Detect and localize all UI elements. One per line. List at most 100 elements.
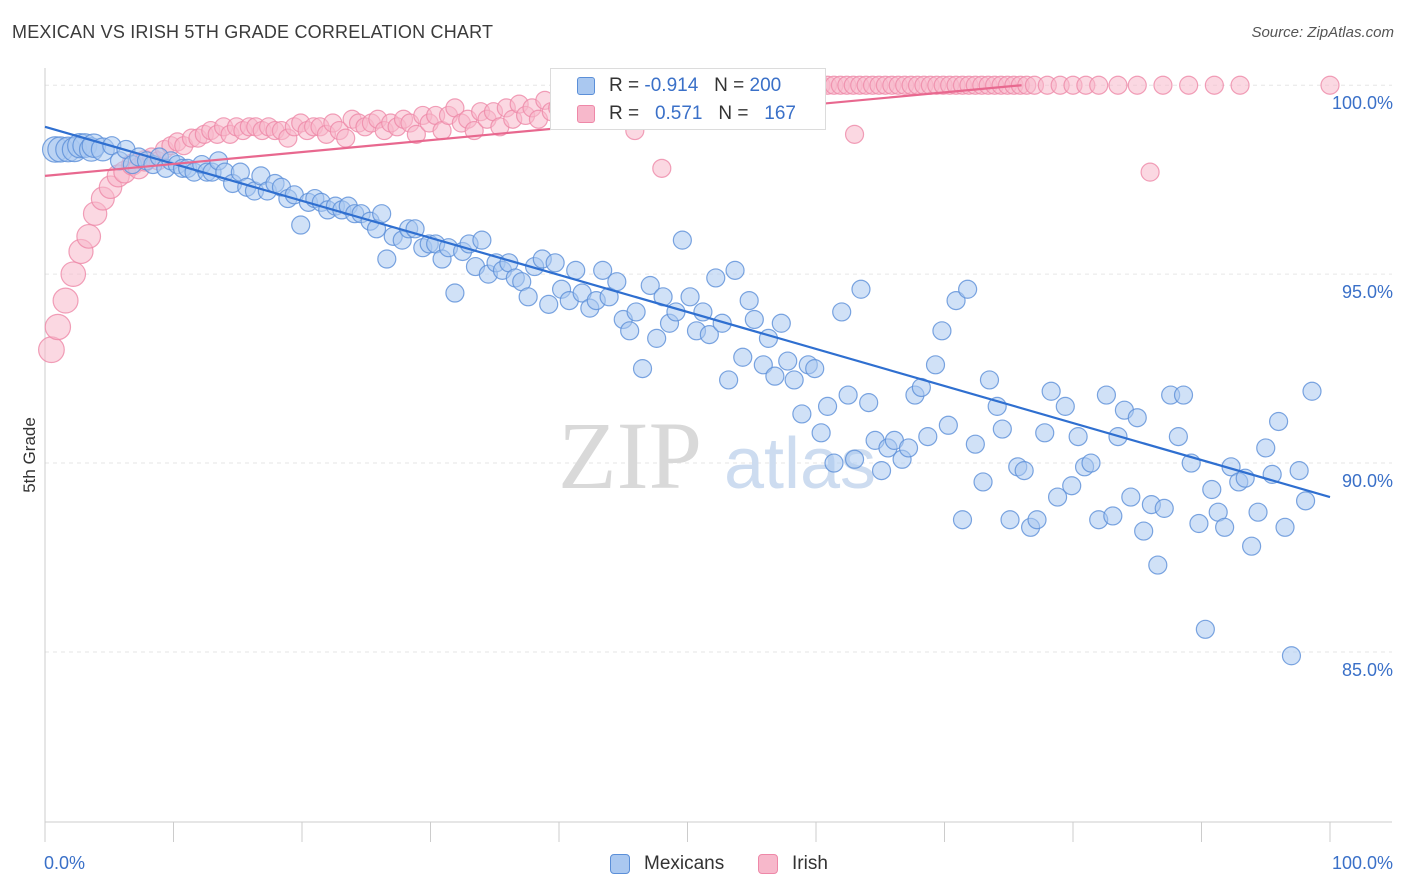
mexicans-point	[620, 321, 640, 341]
mexicans-point	[824, 453, 844, 473]
irish-point	[844, 124, 865, 144]
mexicans-point	[739, 290, 759, 311]
mexicans-point	[938, 415, 958, 435]
mexicans-point	[672, 230, 692, 250]
mexicans-point	[792, 404, 812, 424]
mexicans-point	[992, 419, 1012, 439]
mexicans-point	[640, 275, 660, 296]
mexicans-point	[566, 260, 586, 280]
mexicans-point	[1055, 396, 1075, 416]
mexicans-point	[1068, 427, 1088, 447]
axis-layer	[44, 68, 1392, 842]
chart-source: Source: ZipAtlas.com	[1251, 24, 1394, 41]
irish-point	[1108, 75, 1128, 95]
mexicans-point	[593, 260, 613, 280]
mexicans-point	[1000, 510, 1020, 530]
mexicans-point	[1148, 555, 1168, 575]
mexicans-point	[1256, 438, 1276, 458]
mexicans-point	[1081, 453, 1101, 473]
mexicans-point	[784, 370, 804, 390]
mexicans-point	[1134, 521, 1154, 541]
mexicans-point	[811, 423, 831, 443]
mexicans-point	[712, 313, 732, 333]
mexicans-point	[1248, 502, 1268, 522]
mexicans-point	[445, 283, 465, 303]
irish-point	[1179, 75, 1199, 95]
irish-point	[76, 223, 102, 249]
mexicans-point	[1268, 411, 1289, 432]
irish-point	[1140, 162, 1160, 182]
mexicans-point	[1121, 487, 1141, 507]
r-label: R =	[609, 103, 640, 124]
mexicans-point	[291, 215, 311, 235]
mexicans-trend-line	[44, 125, 1331, 499]
mexicans-point	[932, 321, 952, 341]
mexicans-legend-swatch	[610, 854, 630, 874]
mexicans-point	[838, 385, 858, 405]
mexicans-point	[405, 219, 425, 239]
irish-point	[37, 336, 65, 364]
irish-point	[52, 287, 79, 314]
y-tick-label: 100.0%	[1332, 93, 1393, 113]
mexicans-point	[946, 290, 966, 311]
irish-point	[652, 158, 672, 178]
mexicans-point	[626, 302, 646, 322]
mexicans-point	[706, 268, 726, 288]
r-value-mexicans: -0.914	[644, 75, 699, 96]
mexicans-point	[1275, 517, 1295, 537]
mexicans-point	[607, 272, 627, 292]
x-tick-label-max: 100.0%	[1332, 853, 1393, 873]
mexicans-point	[753, 355, 773, 375]
mexicans-point	[1302, 381, 1322, 401]
mexicans-point	[1189, 513, 1209, 534]
mexicans-point	[1103, 506, 1123, 526]
irish-point	[1204, 75, 1224, 95]
irish-point	[60, 261, 87, 287]
mexicans-point	[733, 347, 753, 367]
mexicans-point	[1096, 385, 1117, 405]
mexicans-point	[832, 302, 852, 322]
mexicans-point	[1041, 381, 1061, 401]
mexicans-point	[545, 253, 565, 273]
mexicans-point	[518, 287, 538, 307]
mexicans-point	[719, 370, 739, 390]
mexicans-point	[1047, 487, 1068, 507]
r-label: R =	[609, 75, 640, 96]
chart-title: MEXICAN VS IRISH 5TH GRADE CORRELATION C…	[12, 22, 494, 42]
mexicans-point	[1173, 385, 1194, 405]
y-tick-label: 85.0%	[1342, 660, 1393, 680]
n-value-mexicans: 200	[749, 75, 782, 96]
irish-point	[1127, 75, 1147, 95]
mexicans-point	[778, 351, 798, 371]
n-label: N =	[718, 103, 749, 124]
mexicans-point	[680, 287, 700, 307]
trend-layer	[44, 84, 1331, 499]
mexicans-point	[1127, 408, 1147, 428]
mexicans-point	[898, 438, 919, 458]
irish-point	[1153, 75, 1173, 95]
mexicans-point	[744, 309, 764, 330]
mexicans-point	[725, 260, 745, 280]
mexicans-point	[851, 279, 871, 299]
mexicans-point	[1168, 427, 1188, 447]
mexicans-point	[539, 294, 559, 314]
mexicans-point	[372, 204, 392, 224]
irish-point	[1230, 75, 1250, 95]
mexicans-point	[958, 279, 978, 299]
legend-label-mexicans: Mexicans	[644, 853, 725, 874]
watermark-zip: ZIP	[558, 402, 702, 509]
mexicans-point	[1154, 498, 1174, 518]
irish-point	[1320, 75, 1340, 95]
mexicans-point	[1195, 619, 1215, 639]
irish-point	[1089, 75, 1109, 95]
mexicans-point	[472, 230, 492, 250]
mexicans-point	[1215, 517, 1235, 537]
mexicans-point	[979, 370, 1000, 390]
irish-trend-line	[44, 84, 1022, 178]
mexicans-point	[599, 287, 619, 307]
mexicans-point	[765, 366, 785, 386]
mexicans-point	[1281, 646, 1302, 666]
irish-point	[336, 128, 356, 148]
mexicans-point	[1295, 491, 1316, 511]
y-axis-label: 5th Grade	[20, 417, 39, 493]
